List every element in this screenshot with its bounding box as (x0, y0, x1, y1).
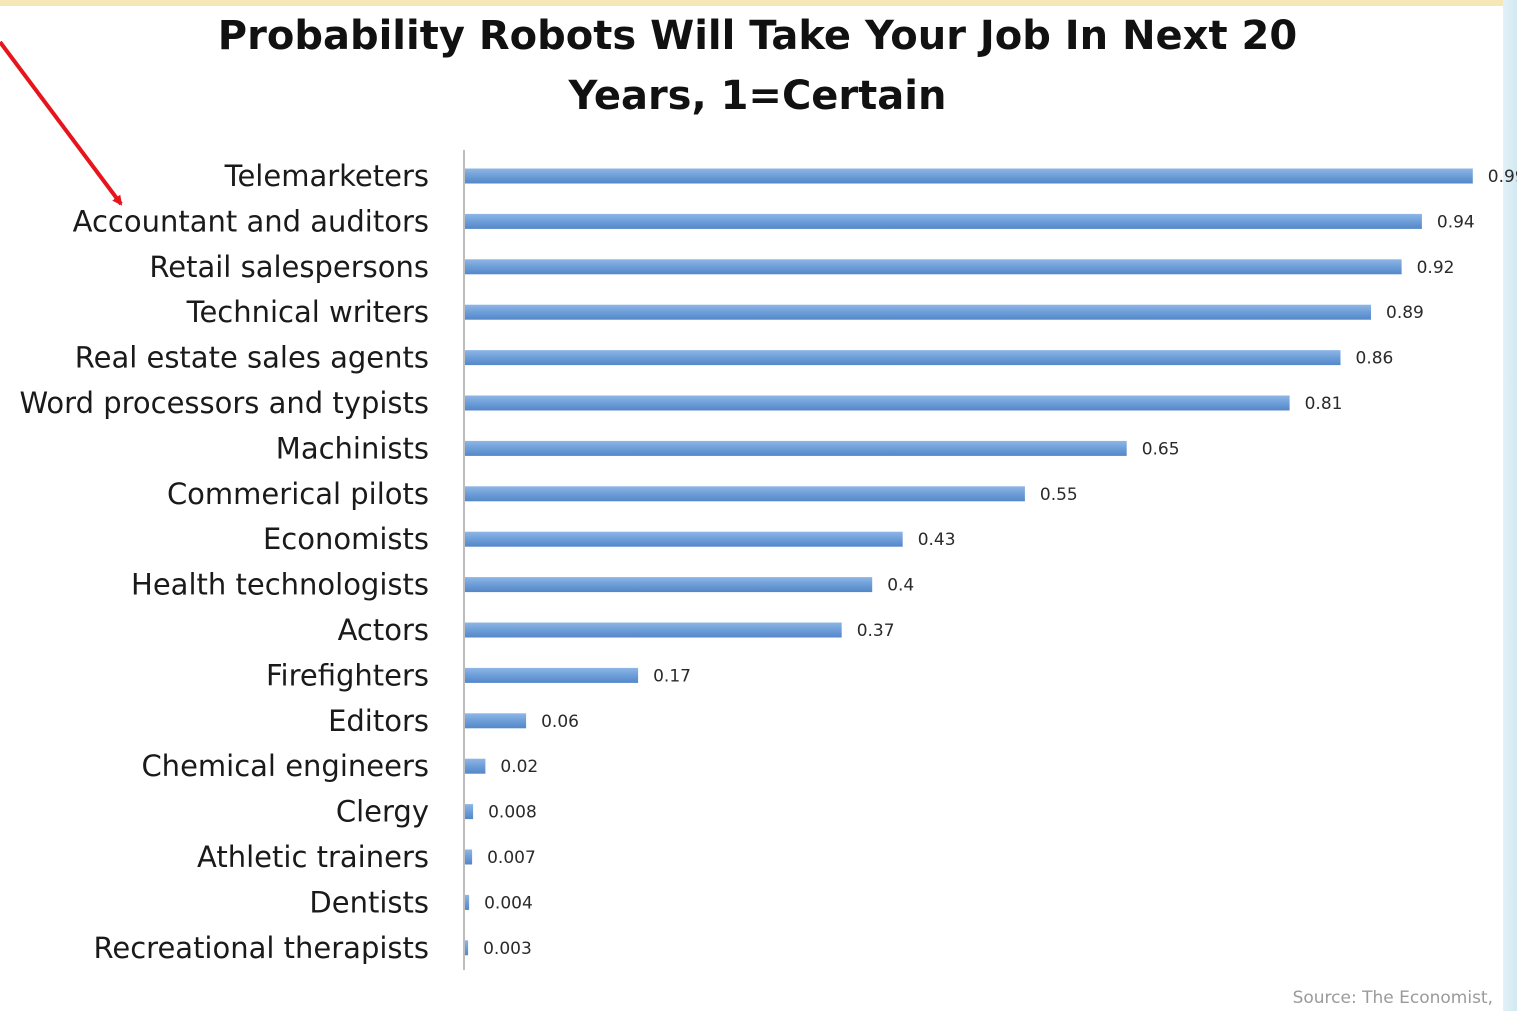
bar (465, 577, 873, 593)
bar (465, 622, 842, 638)
category-label: Accountant and auditors (73, 204, 429, 238)
category-label: Economists (263, 522, 429, 556)
bar (465, 531, 903, 547)
category-label: Retail salespersons (149, 250, 429, 284)
category-label: Clergy (336, 795, 429, 829)
value-label: 0.81 (1305, 394, 1343, 414)
bar (465, 713, 527, 729)
top-frame-strip (0, 0, 1517, 6)
value-label: 0.06 (541, 712, 579, 732)
category-label: Telemarketers (224, 159, 429, 193)
value-label: 0.92 (1417, 258, 1455, 278)
value-label: 0.43 (918, 530, 956, 550)
value-label: 0.89 (1386, 303, 1424, 323)
value-label: 0.55 (1040, 485, 1078, 505)
bar (465, 667, 639, 683)
source-note: Source: The Economist, (1292, 988, 1493, 1008)
bar (465, 259, 1402, 275)
bar (465, 486, 1025, 502)
category-label: Commerical pilots (167, 477, 429, 511)
value-label: 0.007 (487, 848, 536, 868)
value-label: 0.86 (1356, 349, 1394, 369)
category-label: Recreational therapists (94, 931, 429, 965)
right-frame-strip (1503, 0, 1517, 1011)
category-label: Health technologists (131, 568, 429, 602)
category-label: Technical writers (186, 295, 429, 329)
annotation-arrow (0, 40, 123, 206)
value-label: 0.4 (887, 576, 914, 596)
category-label: Word processors and typists (19, 386, 429, 420)
value-label: 0.94 (1437, 212, 1475, 232)
category-label: Editors (328, 704, 429, 738)
category-label: Firefighters (266, 658, 429, 692)
bar (465, 894, 470, 910)
category-label: Machinists (276, 431, 429, 465)
bars-layer: Telemarketers 0.99 Accountant and auditors… (19, 159, 1517, 965)
value-label: 0.004 (484, 893, 533, 913)
bar (465, 304, 1371, 320)
value-label: 0.003 (483, 939, 532, 959)
bar (465, 804, 474, 820)
category-label: Chemical engineers (141, 749, 429, 783)
value-label: 0.17 (653, 666, 691, 686)
bar (465, 168, 1473, 184)
value-label: 0.02 (500, 757, 538, 777)
category-label: Actors (338, 613, 429, 647)
chart-title: Probability Robots Will Take Your Job In… (150, 6, 1365, 126)
category-label: Athletic trainers (197, 840, 429, 874)
bar (465, 940, 469, 956)
bar (465, 849, 473, 865)
value-label: 0.37 (857, 621, 895, 641)
chart-title-line-2: Years, 1=Certain (568, 73, 947, 119)
chart-title-line-1: Probability Robots Will Take Your Job In… (217, 13, 1298, 59)
category-label: Dentists (309, 885, 429, 919)
bar (465, 395, 1290, 411)
bar (465, 350, 1341, 366)
category-label: Real estate sales agents (75, 341, 429, 375)
value-label: 0.99 (1488, 167, 1517, 187)
bar (465, 440, 1127, 456)
bar (465, 758, 486, 774)
bar (465, 213, 1422, 229)
value-label: 0.008 (488, 803, 537, 823)
value-label: 0.65 (1142, 439, 1180, 459)
